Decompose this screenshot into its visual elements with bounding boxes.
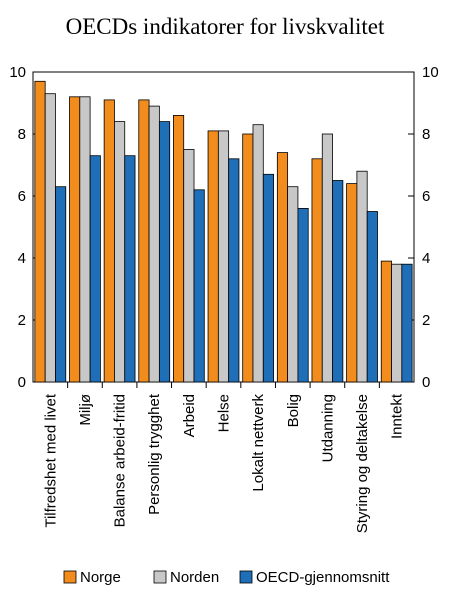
bar-norden [44,93,56,383]
legend: Norge Norden OECD-gjennomsnitt [63,569,390,586]
bar-norden [321,133,333,383]
category-label: Arbeid [181,394,198,437]
legend-swatch [63,570,77,584]
category-label: Miljø [77,394,94,426]
bar-norge [103,99,115,383]
bar-norge [207,130,219,383]
category-labels: Tilfredshet med livet Miljø Balanse arbeid… [42,393,405,533]
bar-oecd-gjennomsnitt [401,263,413,383]
bar-norden [391,263,403,383]
bar-norge [173,115,185,383]
left-tick-label: 0 [18,374,26,391]
bars [34,80,413,383]
bar-oecd-gjennomsnitt [124,155,136,383]
right-tick-label: 8 [422,126,430,143]
bar-norge [242,133,254,383]
bar-norden [287,186,299,383]
tick-labels: 0 0 2 2 4 4 6 6 8 8 10 10 [9,64,438,391]
bar-norden [252,124,264,383]
bar-oecd-gjennomsnitt [158,121,171,383]
bar-oecd-gjennomsnitt [228,158,240,383]
category-label: Lokalt nettverk [250,394,267,492]
bar-norden [148,105,160,383]
category-label: Helse [216,394,233,432]
left-tick-label: 2 [18,312,26,329]
category-label: Styring og deltakelse [354,394,371,533]
right-tick-label: 4 [422,250,430,267]
legend-label: Norden [170,569,219,586]
category-label: Utdanning [319,394,336,462]
bar-norden [356,170,368,383]
bar-norge [34,80,46,383]
bar-norge [69,96,81,383]
bar-oecd-gjennomsnitt [89,155,101,383]
bar-oecd-gjennomsnitt [55,186,67,383]
bar-norge [380,260,392,383]
category-label: Bolig [285,394,302,427]
legend-swatch [153,570,167,584]
left-tick-label: 4 [18,250,26,267]
category-label: Tilfredshet med livet [42,393,59,527]
legend-swatch [239,570,253,584]
left-tick-label: 10 [9,64,26,81]
right-tick-label: 6 [422,188,430,205]
category-label: Balanse arbeid-fritid [112,394,129,527]
bar-oecd-gjennomsnitt [332,180,344,383]
legend-label: Norge [80,569,121,586]
legend-label: OECD-gjennomsnitt [256,569,390,586]
left-tick-label: 6 [18,188,26,205]
bar-oecd-gjennomsnitt [366,211,378,383]
bar-norge [276,152,289,383]
right-tick-label: 10 [422,64,439,81]
chart-title: OECDs indikatorer for livskvalitet [66,14,385,39]
bar-norden [114,121,126,383]
category-label: Personlig trygghet [146,393,163,515]
bar-oecd-gjennomsnitt [193,189,205,383]
bar-oecd-gjennomsnitt [262,173,274,383]
right-tick-label: 2 [422,312,430,329]
bar-oecd-gjennomsnitt [297,207,309,383]
right-tick-label: 0 [422,374,430,391]
bar-norge [346,183,358,383]
left-tick-label: 8 [18,126,26,143]
bar-norden [79,96,91,383]
bar-norge [311,158,323,383]
bar-norden [217,130,230,383]
bar-norge [138,99,150,383]
bar-norden [183,149,195,383]
category-label: Inntekt [389,393,406,439]
